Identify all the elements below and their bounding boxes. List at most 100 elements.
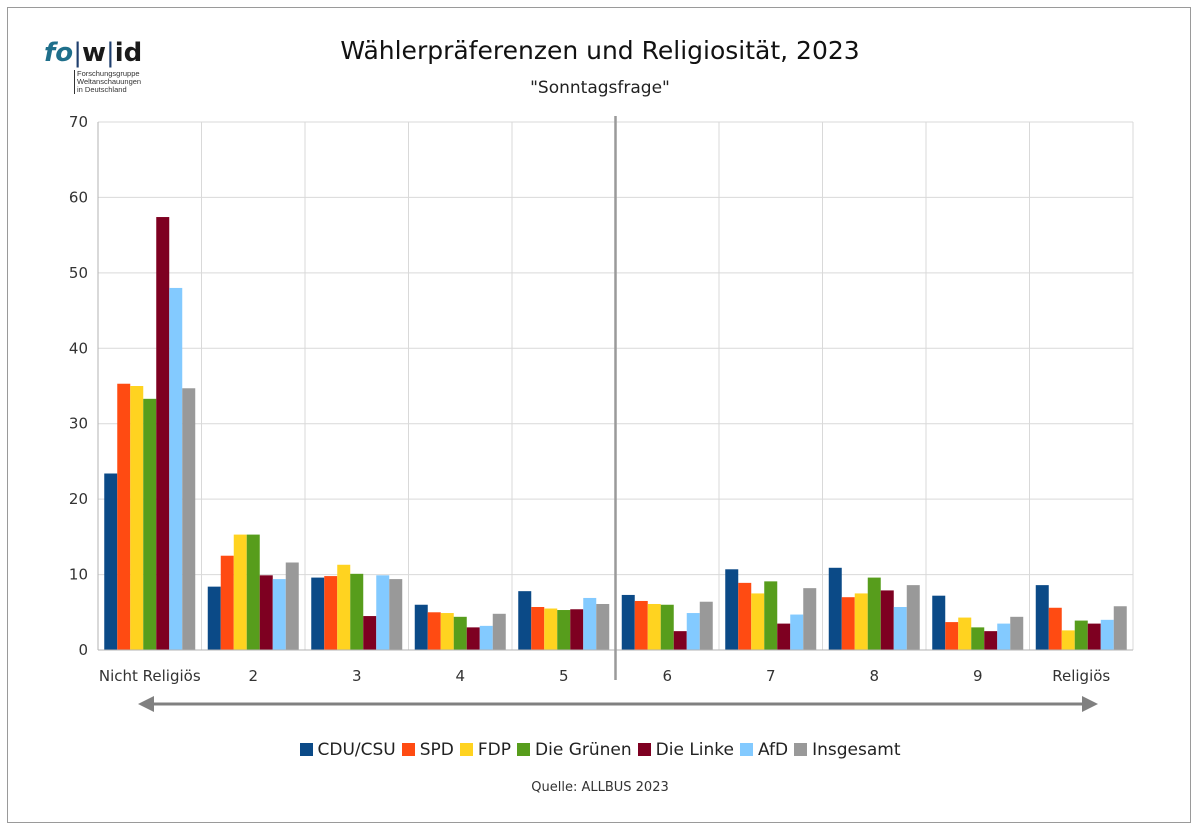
bar-cdu-csu-9	[1035, 585, 1049, 650]
bar-insgesamt-6	[803, 588, 817, 650]
legend-swatch	[794, 743, 808, 756]
bar-cdu-csu-5	[621, 594, 635, 650]
bar-spd-2	[324, 576, 338, 650]
bar-spd-7	[841, 597, 855, 650]
legend-swatch	[299, 743, 313, 756]
bar-die-gr-nen-4	[557, 610, 571, 650]
bar-die-linke-0	[156, 217, 170, 651]
bar-fdp-0	[130, 386, 144, 650]
bar-die-gr-nen-5	[660, 604, 674, 650]
legend-label: SPD	[419, 740, 454, 760]
bar-insgesamt-2	[389, 579, 403, 650]
fowid-logo: fo|w|id Forschungsgruppe Weltanschauunge…	[44, 40, 154, 100]
x-tick-label: 6	[662, 667, 672, 685]
bar-cdu-csu-6	[725, 569, 739, 650]
x-tick-label: 5	[559, 667, 569, 685]
bar-fdp-8	[958, 617, 972, 650]
bar-afd-6	[790, 614, 804, 650]
legend-label: CDU/CSU	[317, 740, 396, 760]
y-tick-label: 0	[78, 641, 88, 659]
legend-label: Die Grünen	[535, 740, 632, 760]
chart-frame	[7, 7, 1191, 823]
bar-die-linke-9	[1087, 623, 1101, 650]
bar-afd-4	[583, 597, 597, 650]
legend-item: Insgesamt	[794, 740, 901, 760]
bar-die-linke-8	[984, 631, 998, 650]
x-tick-label: 4	[455, 667, 465, 685]
bar-fdp-4	[544, 608, 558, 650]
bar-spd-1	[220, 555, 234, 650]
x-tick-label: 3	[352, 667, 362, 685]
bar-spd-3	[427, 612, 441, 650]
legend-swatch	[459, 743, 473, 756]
bar-die-gr-nen-8	[971, 627, 985, 650]
bar-die-gr-nen-6	[764, 581, 778, 650]
bar-die-linke-6	[777, 623, 791, 650]
legend-item: FDP	[459, 740, 512, 760]
bar-die-gr-nen-7	[867, 577, 881, 650]
tick-labels: 0 10 20 30 40 50 60 70 Nicht Religiös 2 3 4 5 6 7 8 9 Rel…	[69, 113, 1111, 685]
bar-cdu-csu-7	[828, 567, 842, 650]
y-tick-label: 60	[69, 188, 88, 206]
bar-cdu-csu-0	[104, 473, 118, 650]
legend-label: FDP	[477, 740, 512, 760]
bar-die-gr-nen-9	[1074, 620, 1088, 650]
religiosity-scale-arrow	[138, 696, 1098, 712]
bar-spd-9	[1048, 607, 1062, 650]
bar-fdp-9	[1061, 630, 1075, 650]
bar-afd-7	[893, 607, 907, 650]
x-tick-label: Religiös	[1052, 667, 1110, 685]
bar-die-linke-5	[673, 631, 687, 650]
bar-cdu-csu-4	[518, 591, 532, 650]
legend-label: AfD	[757, 740, 789, 760]
bar-afd-8	[997, 623, 1011, 650]
x-tick-label: 8	[869, 667, 879, 685]
bar-insgesamt-1	[285, 562, 299, 650]
bar-cdu-csu-8	[932, 595, 946, 650]
bar-fdp-5	[647, 603, 661, 650]
legend-swatch	[739, 743, 753, 756]
bar-fdp-6	[751, 593, 765, 650]
logo-wordmark: fo|w|id	[44, 38, 143, 68]
bar-afd-2	[376, 575, 390, 650]
bars	[104, 217, 1127, 651]
x-tick-label: 9	[973, 667, 983, 685]
bar-die-gr-nen-0	[143, 398, 157, 650]
bar-die-linke-7	[880, 590, 894, 650]
bar-fdp-1	[233, 534, 247, 650]
legend-swatch	[401, 743, 415, 756]
legend-item: CDU/CSU	[299, 740, 396, 760]
bar-insgesamt-0	[182, 388, 196, 650]
axes	[97, 116, 1133, 680]
arrow-head-right	[1082, 696, 1098, 712]
legend-item: Die Linke	[637, 740, 734, 760]
bar-afd-3	[479, 625, 493, 650]
y-tick-label: 30	[69, 415, 88, 433]
legend-label: Die Linke	[655, 740, 734, 760]
bar-die-linke-3	[466, 627, 480, 650]
bar-die-gr-nen-3	[453, 616, 467, 650]
bar-die-linke-1	[259, 575, 273, 650]
x-tick-label: 2	[248, 667, 258, 685]
bar-spd-5	[634, 600, 648, 650]
chart-subtitle: "Sonntagsfrage"	[530, 78, 670, 98]
bar-die-linke-4	[570, 609, 584, 650]
y-tick-label: 10	[69, 566, 88, 584]
legend-swatch	[637, 743, 651, 756]
bar-spd-0	[117, 383, 131, 650]
bar-fdp-2	[337, 564, 351, 650]
legend-item: AfD	[739, 740, 789, 760]
arrow-head-left	[138, 696, 154, 712]
bar-insgesamt-5	[699, 601, 713, 650]
legend-item: Die Grünen	[517, 740, 632, 760]
bar-fdp-7	[854, 593, 868, 650]
bar-insgesamt-9	[1113, 606, 1127, 650]
y-tick-label: 70	[69, 113, 88, 131]
logo-subtitle: Forschungsgruppe Weltanschauungen in Deu…	[74, 70, 141, 94]
bar-spd-6	[738, 582, 752, 650]
legend-swatch	[517, 743, 531, 756]
legend: CDU/CSU SPD FDP Die Grünen Die Linke AfD Insge…	[0, 740, 1200, 760]
y-tick-label: 50	[69, 264, 88, 282]
bar-cdu-csu-3	[414, 604, 428, 650]
